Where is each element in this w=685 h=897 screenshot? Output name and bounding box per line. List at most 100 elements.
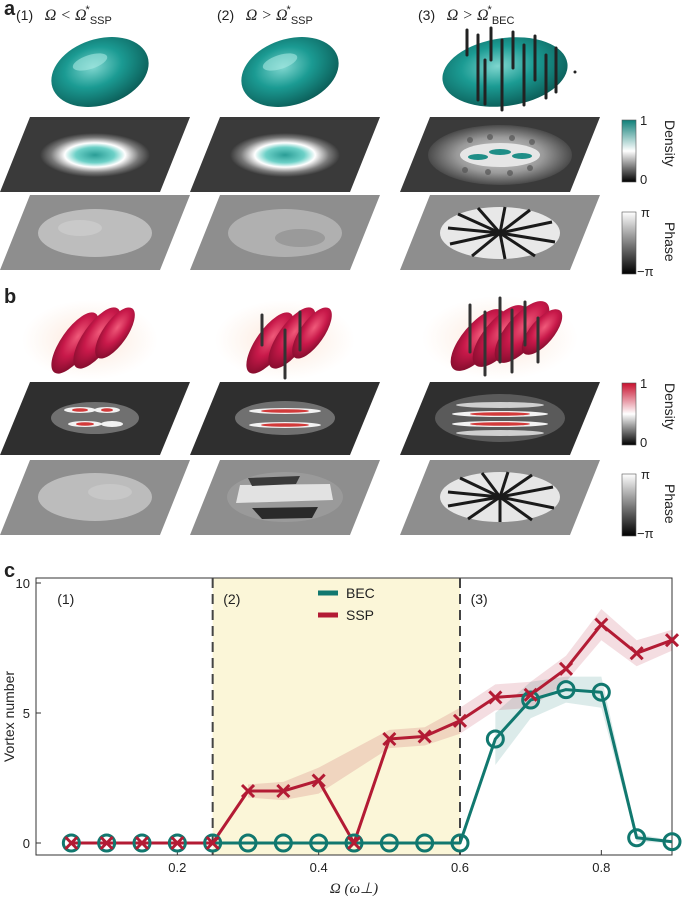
a-density-plane-2 — [190, 117, 380, 192]
colorbar-phase-b-top: π — [641, 467, 650, 482]
subscript: BEC — [491, 15, 515, 27]
ssp-point — [346, 835, 362, 851]
colorbar-phase-a-label: Phase — [662, 222, 678, 262]
subscript: SSP — [290, 15, 313, 27]
bec-point — [556, 680, 576, 700]
colorbar-density-b — [621, 382, 637, 446]
ssp-point — [629, 646, 644, 661]
panels-ab-illustration — [0, 26, 637, 537]
ssp-point — [382, 731, 397, 747]
panel-letter-c: c — [4, 560, 16, 582]
ssp-point — [523, 687, 538, 702]
ssp-point — [276, 783, 291, 799]
bec-point — [97, 833, 117, 853]
a-phase-plane-3 — [400, 195, 600, 270]
colorbar-phase-a-top: π — [641, 205, 650, 220]
b-phase-plane-2 — [190, 460, 380, 535]
a-density-plane-3 — [400, 117, 600, 192]
column-header-2: (2) Ω > Ω*SSP — [217, 4, 313, 27]
x-tick-label: 0.6 — [451, 860, 469, 875]
relation: > — [261, 7, 273, 24]
colorbar-density-a-top: 1 — [640, 113, 648, 128]
legend-label-ssp: SSP — [346, 607, 374, 623]
ssp-point — [417, 729, 432, 744]
region-label-3: (3) — [471, 591, 488, 607]
b-density-plane-2 — [190, 382, 380, 455]
bec-point — [344, 833, 364, 853]
omega-symbol: Ω — [44, 7, 57, 24]
b-density-plane-3 — [400, 382, 600, 455]
colorbar-density-a — [621, 119, 637, 183]
b-phase-plane-3 — [400, 460, 600, 535]
colorbar-phase-b — [621, 473, 637, 537]
column-number: (3) — [418, 7, 436, 23]
colorbar-density-a-label: Density — [662, 120, 678, 167]
column-number: (2) — [217, 7, 235, 23]
subscript: SSP — [89, 15, 112, 27]
ssp-point — [170, 835, 185, 851]
ssp-point — [594, 617, 609, 632]
column-header-3: (3) Ω > Ω*BEC — [418, 4, 514, 27]
bec-point — [203, 833, 223, 853]
bec-point — [450, 833, 470, 853]
bec-point — [379, 833, 399, 853]
ssp-series-line — [71, 623, 673, 845]
star: * — [85, 4, 90, 16]
bec-point — [238, 833, 258, 853]
panel-letter-a: a — [4, 0, 16, 20]
omega-symbol: Ω — [476, 7, 489, 24]
bec-point — [627, 828, 647, 848]
bec-point — [521, 690, 541, 710]
colorbar-density-b-top: 1 — [640, 376, 648, 391]
relation: > — [462, 7, 474, 24]
region-label-1: (1) — [57, 591, 74, 607]
legend-label-bec: BEC — [346, 585, 375, 601]
b-blob-2 — [215, 300, 355, 380]
y-tick-label: 10 — [16, 576, 30, 591]
bec-point — [132, 833, 152, 853]
ssp-point — [311, 773, 326, 788]
colorbar-phase-b-bottom: −π — [637, 526, 654, 541]
omega-symbol: Ω — [74, 7, 87, 24]
colorbar-phase-b-label: Phase — [662, 484, 678, 524]
column-header-1: (1) Ω < Ω*SSP — [16, 4, 112, 27]
colorbar-density-a-bottom: 0 — [640, 172, 648, 187]
colorbar-phase-a-bottom: −π — [637, 264, 654, 279]
omega-symbol: Ω — [245, 7, 258, 24]
ssp-point — [664, 633, 680, 648]
bec-point — [485, 729, 505, 749]
bec-point — [415, 833, 435, 853]
a-density-plane-1 — [0, 117, 190, 192]
colorbar-density-b-label: Density — [662, 383, 678, 430]
column-number: (1) — [16, 7, 34, 23]
bec-point — [61, 833, 81, 853]
ssp-point — [205, 835, 220, 851]
ssp-point — [488, 690, 503, 705]
bec-point — [309, 833, 329, 853]
x-tick-label: 0.4 — [310, 860, 328, 875]
ssp-point — [134, 835, 150, 851]
region-label-2: (2) — [223, 591, 240, 607]
a-blob-3 — [442, 26, 577, 112]
a-blob-2 — [241, 37, 339, 107]
b-blob-1 — [22, 300, 158, 380]
x-tick-label: 0.8 — [592, 860, 610, 875]
a-blob-1 — [51, 37, 149, 107]
y-axis-label: Vortex number — [1, 671, 17, 762]
b-phase-plane-1 — [0, 460, 190, 535]
colorbar-phase-a — [621, 211, 637, 275]
bec-point — [167, 833, 187, 853]
bec-point — [273, 833, 293, 853]
y-tick-label: 5 — [23, 706, 30, 721]
bec-point — [591, 682, 611, 702]
x-tick-label: 0.2 — [168, 860, 186, 875]
ssp-point — [99, 835, 114, 851]
plot-frame — [35, 577, 673, 856]
colorbar-density-b-bottom: 0 — [640, 435, 648, 450]
ssp-point — [452, 713, 468, 728]
b-blob-3 — [422, 296, 578, 380]
omega-symbol: Ω — [275, 7, 288, 24]
ssp-point — [64, 835, 79, 851]
omega-symbol: Ω — [446, 7, 459, 24]
